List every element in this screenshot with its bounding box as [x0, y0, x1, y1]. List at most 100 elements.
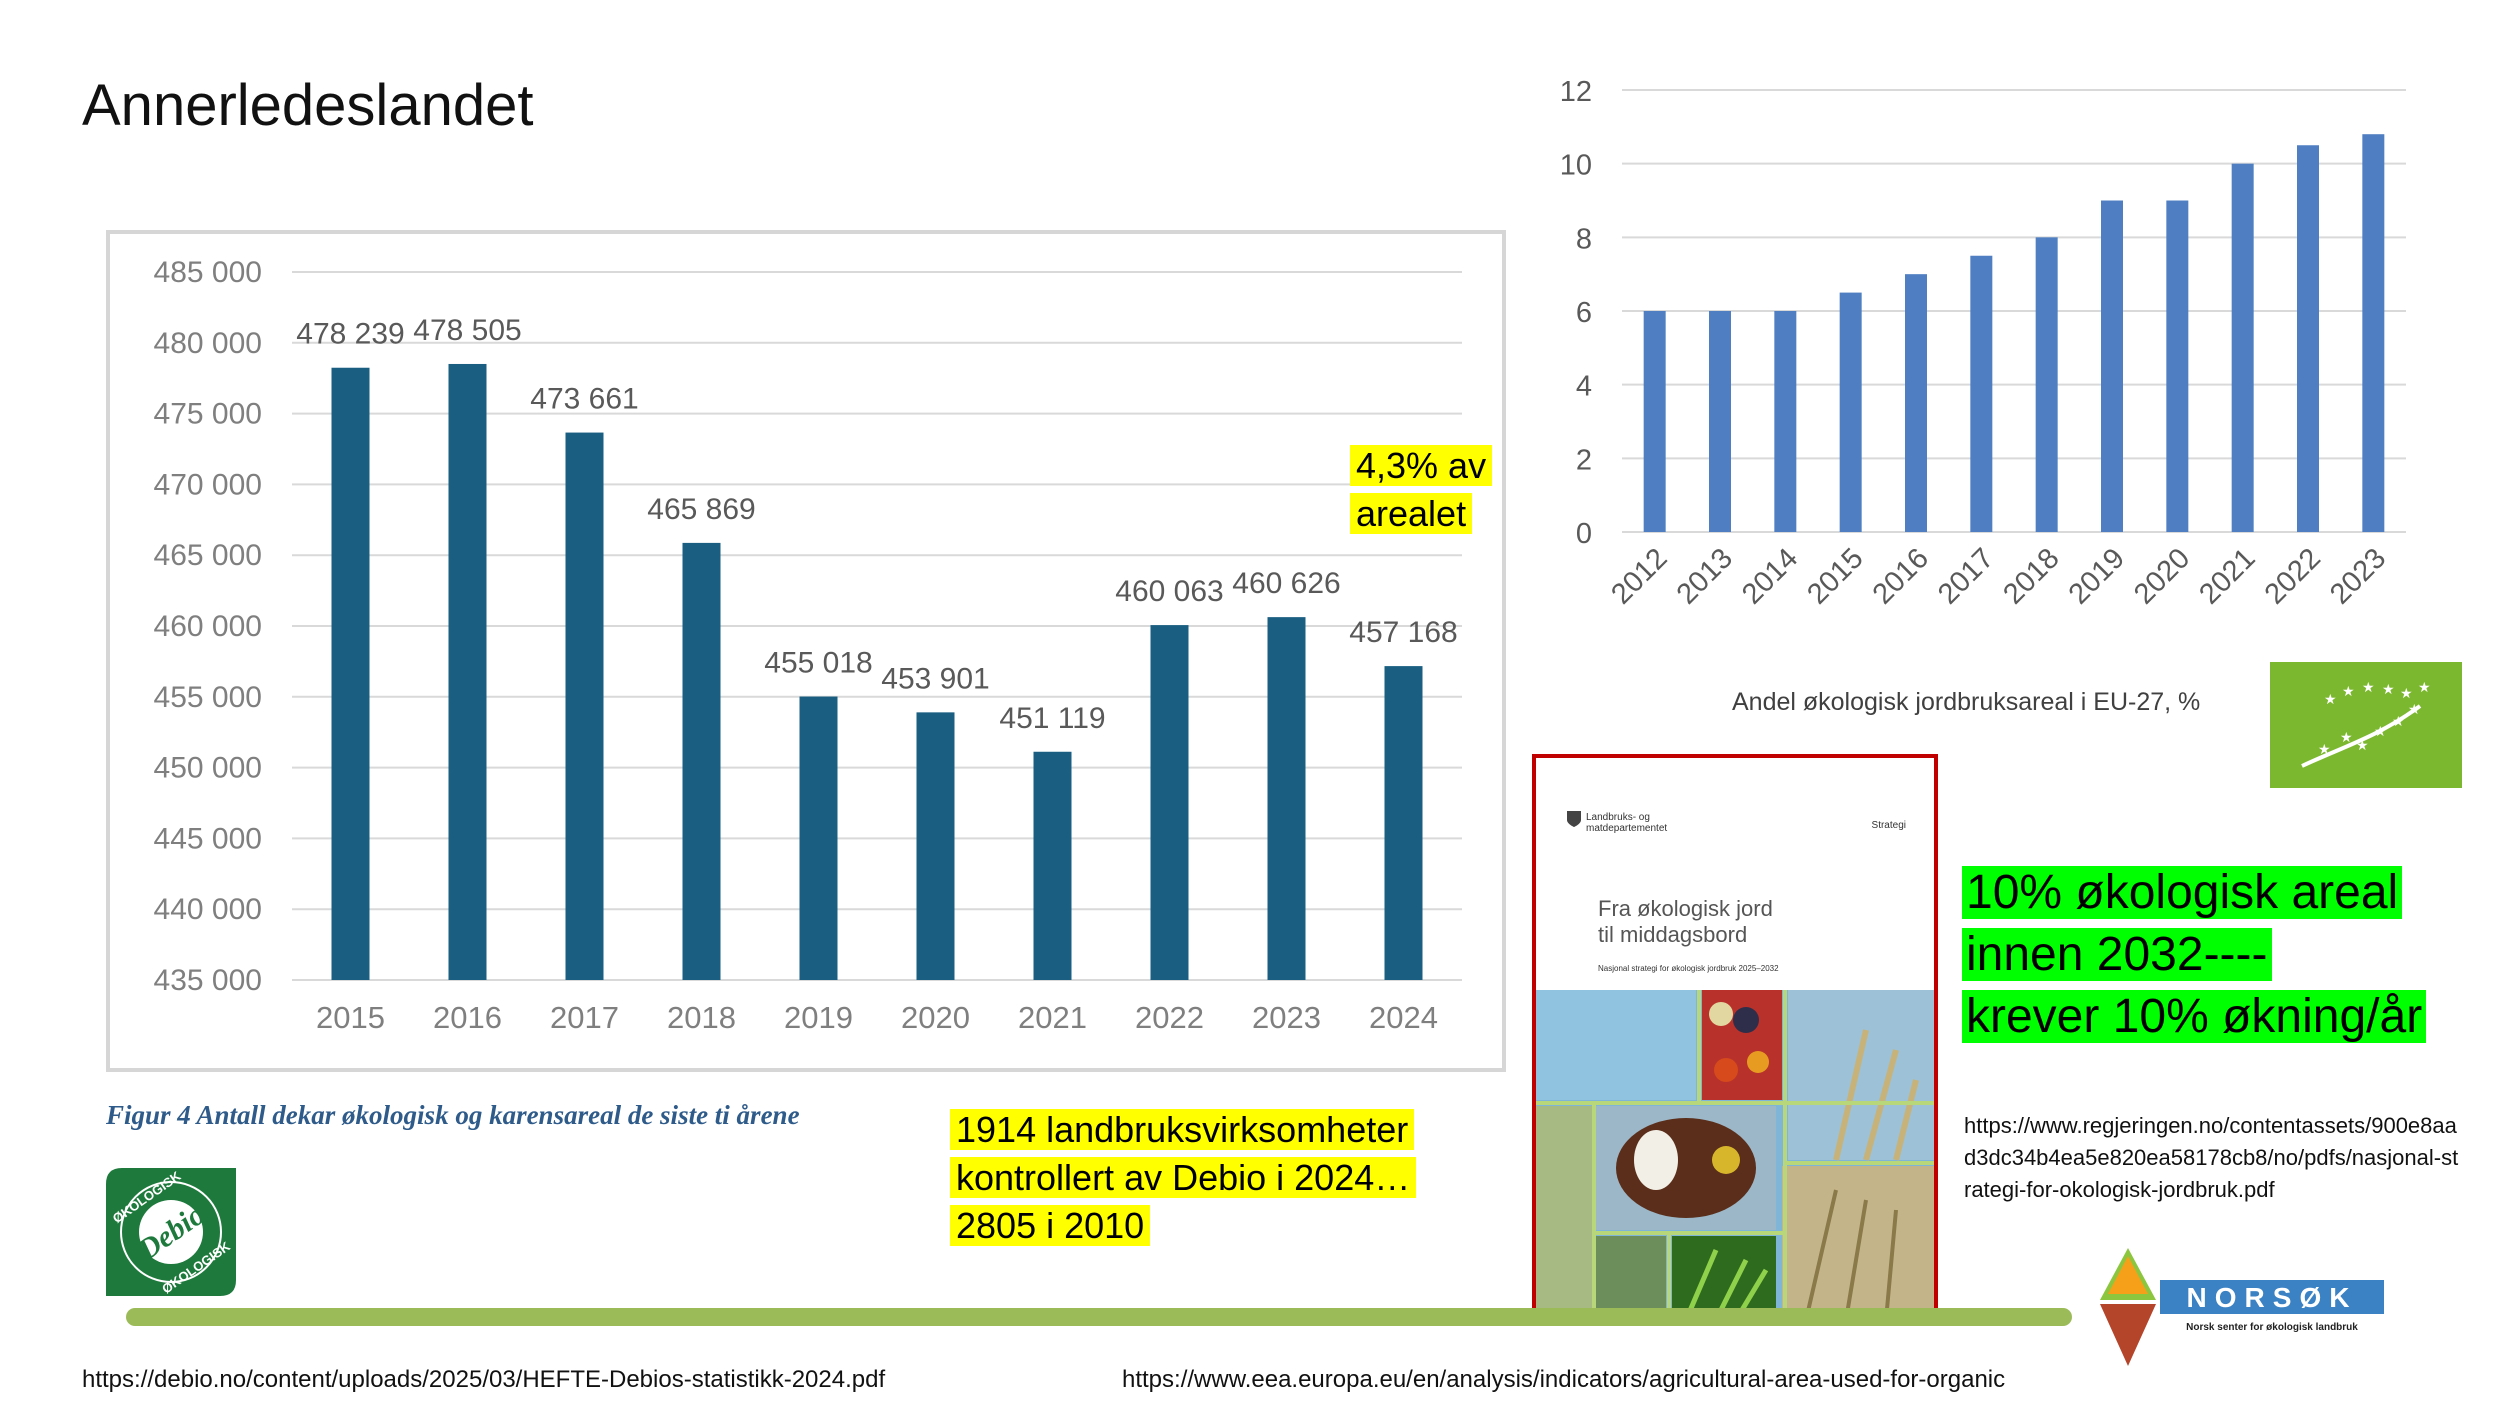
chart1-bar [448, 363, 487, 980]
debio-logo: Debio ØKOLOGISK ØKOLOGISK [106, 1168, 236, 1296]
chart1-data-label: 465 869 [647, 493, 755, 526]
chart2-bar [1643, 311, 1666, 532]
chart1-xtick-label: 2022 [1135, 1000, 1204, 1035]
chart1-data-label: 460 626 [1232, 567, 1340, 600]
chart1-bar [565, 432, 604, 980]
chart2-xtick-label: 2019 [2063, 542, 2131, 610]
chart2-bar [1905, 274, 1927, 532]
decorative-green-bar [126, 1308, 2072, 1326]
source-url-eea[interactable]: https://www.eea.europa.eu/en/analysis/in… [1122, 1366, 2006, 1393]
note-goal-line-1: 10% økologisk areal [1962, 866, 2403, 919]
svg-text:★: ★ [2418, 680, 2431, 696]
source-url-debio[interactable]: https://debio.no/content/uploads/2025/03… [82, 1366, 886, 1393]
chart1-data-label: 451 119 [999, 702, 1105, 735]
chart1-xtick-label: 2016 [433, 1000, 502, 1035]
chart1-data-label: 455 018 [764, 647, 872, 680]
chart2-ytick-label: 6 [1576, 297, 1592, 329]
chart1-bar [1150, 625, 1189, 980]
chart1-ytick-label: 480 000 [154, 327, 262, 360]
chart2-bar [1709, 311, 1731, 532]
note-goal-line-3: krever 10% økning/år [1962, 990, 2427, 1043]
chart2-xtick-label: 2023 [2324, 542, 2392, 610]
note-area-line-2: arealet [1350, 493, 1473, 534]
chart1-ytick-label: 440 000 [154, 893, 262, 926]
chart2-caption: Andel økologisk jordbruksareal i EU-27, … [1732, 688, 2201, 716]
chart1-bar [1267, 617, 1306, 980]
chart1-xtick-label: 2019 [784, 1000, 853, 1035]
doc-title-line-1: Fra økologisk jord [1598, 896, 1773, 921]
chart1-bar [682, 542, 721, 980]
chart1-data-label: 478 239 [296, 318, 404, 351]
chart1-bar [331, 367, 370, 980]
chart2-xtick-label: 2018 [1997, 542, 2065, 610]
note-firms-line-3: 2805 i 2010 [950, 1205, 1151, 1246]
chart2-bar [2166, 200, 2189, 532]
chart2-bar [2297, 145, 2319, 532]
chart2-bar [2035, 237, 2058, 533]
chart2-xtick-label: 2014 [1736, 542, 1804, 610]
svg-text:★: ★ [2324, 692, 2337, 708]
chart2-eu-share-bar-chart: 0 2 4 6 8 10 12 2012201320142015201620172018201… [1560, 76, 2406, 611]
chart1-xtick-label: 2024 [1369, 1000, 1438, 1035]
norsok-word: NORSØK [2187, 1282, 2358, 1313]
note-firms-line-1: 1914 landbruksvirksomheter [950, 1109, 1415, 1150]
chart2-ytick-label: 12 [1560, 76, 1592, 108]
chart2-ytick-label: 0 [1576, 518, 1592, 550]
note-goal: 10% økologisk areal innen 2032---- kreve… [1962, 862, 2427, 1048]
strategy-url[interactable]: https://www.regjeringen.no/contentassets… [1964, 1113, 2459, 1202]
chart1-ytick-label: 475 000 [154, 398, 262, 431]
chart2-ytick-label: 8 [1576, 223, 1592, 255]
doc-type: Strategi [1871, 820, 1906, 831]
chart1-bar [799, 696, 838, 980]
note-area-share: 4,3% av arealet [1350, 442, 1493, 538]
norsok-logo: NORSØK Norsk senter for økologisk landbr… [2100, 1248, 2384, 1366]
chart2-xtick-label: 2012 [1605, 542, 1673, 610]
svg-text:★: ★ [2362, 680, 2375, 696]
chart1-ytick-label: 470 000 [154, 468, 262, 501]
note-firms-line-2: kontrollert av Debio i 2024… [950, 1157, 1417, 1198]
chart1-ytick-label: 485 000 [154, 256, 262, 289]
chart2-xtick-label: 2013 [1671, 542, 1739, 610]
chart1-ytick-label: 465 000 [154, 539, 262, 572]
doc-photo-collage [1536, 990, 1934, 1322]
svg-text:★: ★ [2342, 684, 2355, 700]
chart1-xtick-label: 2020 [901, 1000, 970, 1035]
chart2-bar [2231, 163, 2254, 532]
coat-of-arms-icon [1567, 811, 1581, 827]
chart1-xtick-label: 2018 [667, 1000, 736, 1035]
chart2-bar [1970, 255, 1993, 532]
chart1-bar [1033, 751, 1072, 980]
chart2-bar [2362, 134, 2385, 532]
doc-title: Fra økologisk jord til middagsbord [1598, 896, 1878, 948]
chart2-bar [1839, 292, 1862, 532]
note-firms: 1914 landbruksvirksomheter kontrollert a… [950, 1106, 1417, 1250]
svg-text:★: ★ [2340, 730, 2353, 746]
chart1-ytick-label: 445 000 [154, 822, 262, 855]
chart1-data-label: 453 901 [881, 662, 989, 695]
chart1-bar [1384, 666, 1423, 980]
note-goal-line-2: innen 2032---- [1962, 928, 2272, 981]
chart1-data-label: 460 063 [1115, 575, 1223, 608]
chart1-data-label: 473 661 [530, 383, 638, 416]
eu-organic-logo: ★ ★ ★ ★ ★ ★ ★ ★ ★ ★ ★ ★ [2270, 662, 2462, 788]
slide-title: Annerledeslandet [82, 73, 534, 138]
chart1-bar [916, 712, 955, 980]
chart1-xtick-label: 2017 [550, 1000, 619, 1035]
svg-text:★: ★ [2400, 686, 2413, 702]
svg-text:★: ★ [2382, 682, 2395, 698]
note-area-line-1: 4,3% av [1350, 445, 1493, 486]
norsok-sub: Norsk senter for økologisk landbruk [2186, 1322, 2358, 1333]
strategy-document-cover[interactable]: Landbruks- og matdepartementet Strategi … [1532, 754, 1938, 1326]
chart2-ytick-label: 4 [1576, 371, 1592, 403]
chart1-xtick-label: 2015 [316, 1000, 385, 1035]
chart1-data-label: 457 168 [1349, 616, 1457, 649]
chart1-ytick-label: 450 000 [154, 752, 262, 785]
chart1-ytick-label: 435 000 [154, 964, 262, 997]
chart1-area-bar-chart: 435 000 440 000 445 000 450 000 455 000 460 0… [154, 256, 1462, 1035]
doc-subtitle: Nasjonal strategi for økologisk jordbruk… [1598, 964, 1779, 973]
chart2-xtick-label: 2017 [1932, 542, 2000, 610]
chart2-xtick-label: 2016 [1867, 542, 1935, 610]
chart1-ytick-label: 455 000 [154, 681, 262, 714]
chart2-bar [2101, 200, 2123, 532]
chart2-xtick-label: 2022 [2259, 542, 2327, 610]
